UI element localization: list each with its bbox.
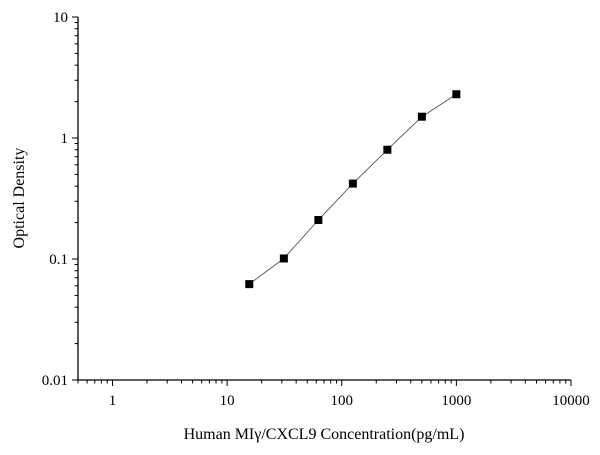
y-axis-label: Optical Density	[11, 148, 28, 249]
y-tick-label: 0.1	[49, 252, 68, 268]
x-tick-label: 1000	[441, 393, 471, 409]
axis-ticks: 1 10 100 1000 10000 0.01 0.1 1 10	[42, 10, 590, 409]
data-point	[245, 280, 254, 289]
x-tick-label: 100	[331, 393, 354, 409]
data-point	[279, 254, 288, 263]
data-point	[417, 112, 426, 121]
y-tick-label: 1	[61, 131, 69, 147]
x-tick-label: 1	[109, 393, 117, 409]
data-point	[348, 179, 357, 188]
y-tick-label: 10	[53, 10, 68, 26]
data-point	[452, 90, 461, 99]
axes	[77, 17, 571, 381]
y-tick-label: 0.01	[42, 373, 68, 389]
x-tick-label: 10000	[552, 393, 590, 409]
data-point	[314, 216, 323, 225]
x-tick-label: 10	[220, 393, 235, 409]
data-point	[383, 145, 392, 154]
x-axis-label: Human MIγ/CXCL9 Concentration(pg/mL)	[184, 426, 465, 443]
data-points	[245, 90, 461, 289]
